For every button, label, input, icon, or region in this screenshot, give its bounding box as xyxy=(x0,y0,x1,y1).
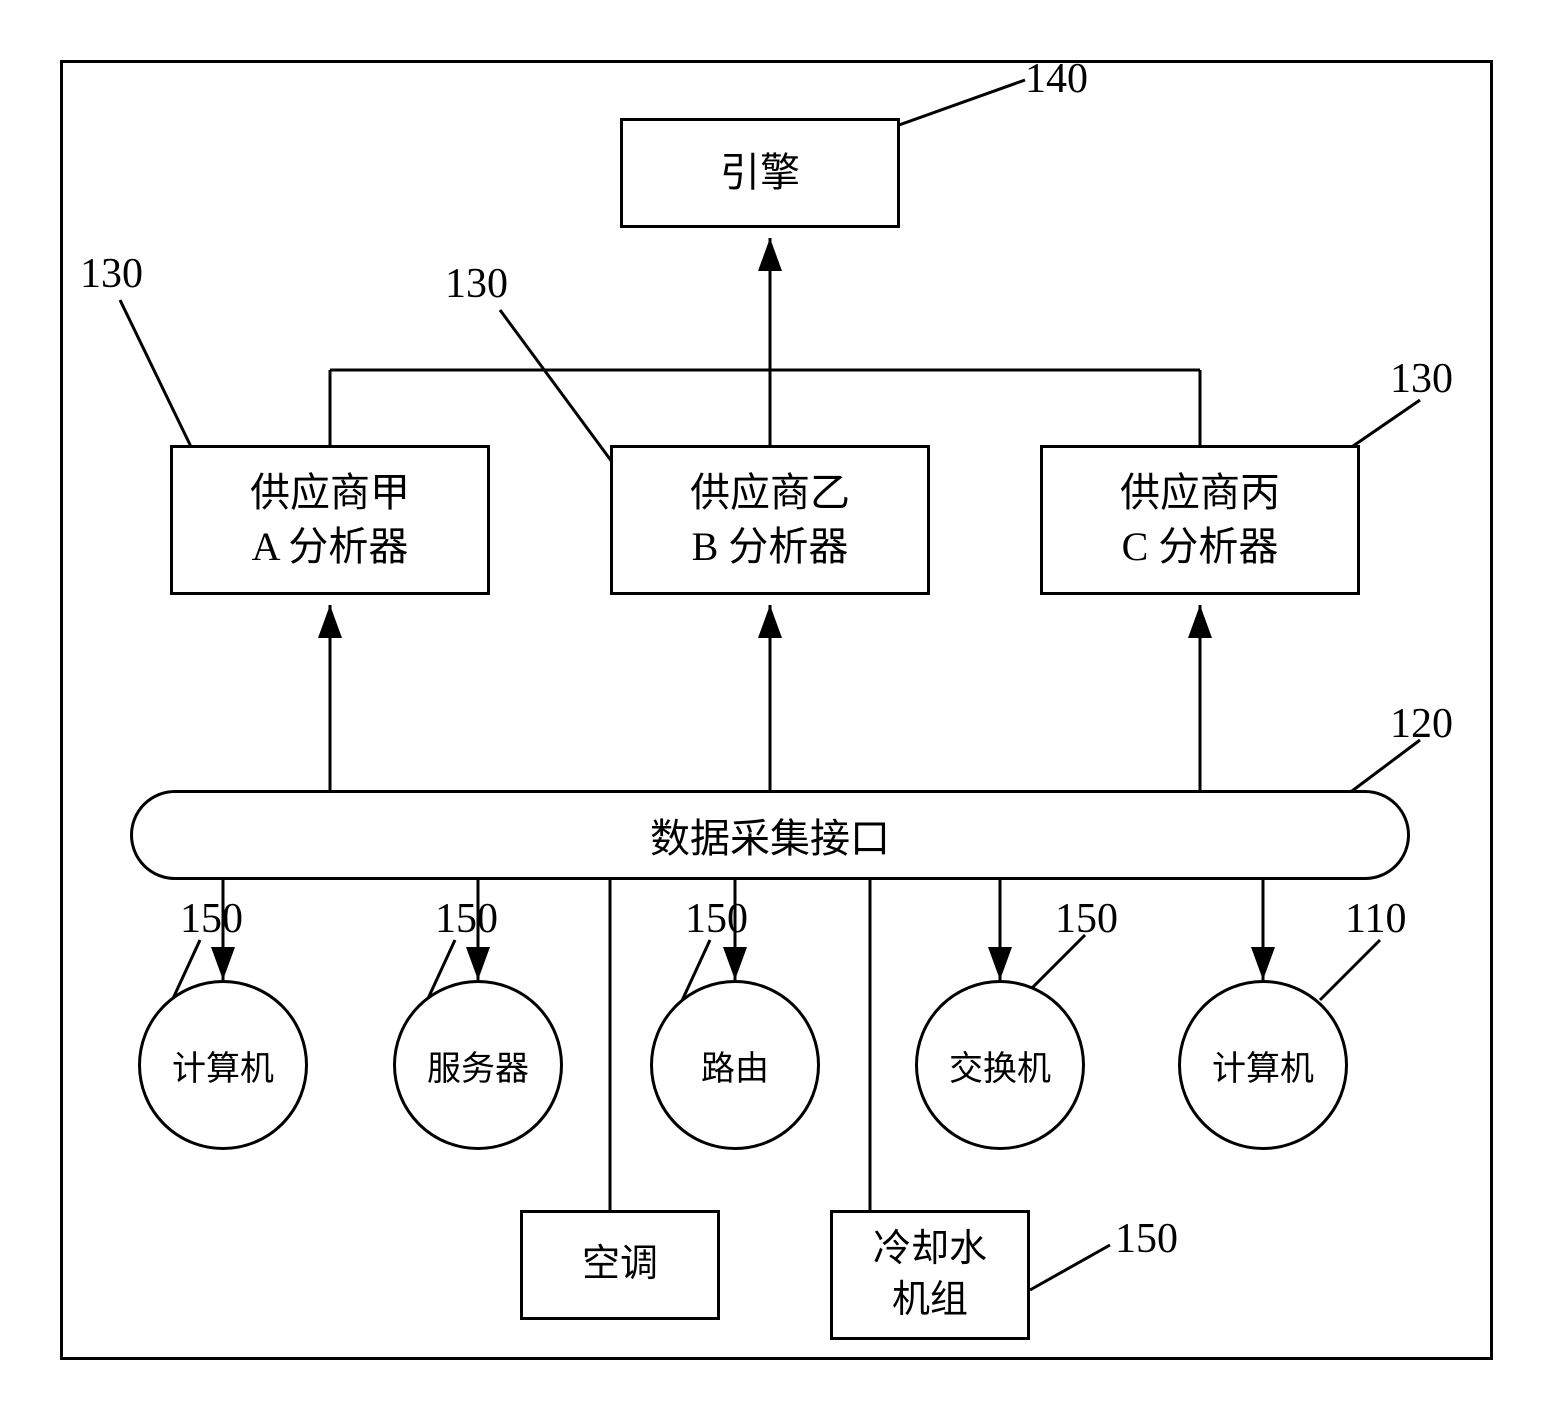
analyzer-c-text: 供应商丙 C 分析器 xyxy=(1120,466,1280,574)
analyzer-a-node: 供应商甲 A 分析器 xyxy=(170,445,490,595)
server-node: 服务器 xyxy=(393,980,563,1150)
chiller-line1: 冷却水 xyxy=(873,1228,987,1270)
engine-node: 引擎 xyxy=(620,118,900,228)
data-interface-node: 数据采集接口 xyxy=(130,790,1410,880)
callout-150-server: 150 xyxy=(435,895,498,943)
analyzer-a-text: 供应商甲 A 分析器 xyxy=(250,466,410,574)
switch-label: 交换机 xyxy=(949,1041,1051,1090)
chiller-node: 冷却水 机组 xyxy=(830,1210,1030,1340)
engine-label: 引擎 xyxy=(720,146,800,200)
callout-120: 120 xyxy=(1390,700,1453,748)
diagram-canvas: 引擎 供应商甲 A 分析器 供应商乙 B 分析器 供应商丙 C 分析器 数据采集… xyxy=(0,0,1553,1418)
data-interface-label: 数据采集接口 xyxy=(650,806,890,864)
chiller-text: 冷却水 机组 xyxy=(873,1224,987,1327)
analyzer-b-node: 供应商乙 B 分析器 xyxy=(610,445,930,595)
computer1-node: 计算机 xyxy=(138,980,308,1150)
switch-node: 交换机 xyxy=(915,980,1085,1150)
callout-150-switch: 150 xyxy=(1055,895,1118,943)
analyzer-a-line2: A 分析器 xyxy=(252,524,409,569)
callout-130-b: 130 xyxy=(445,260,508,308)
callout-130-a: 130 xyxy=(80,250,143,298)
computer2-label: 计算机 xyxy=(1212,1041,1314,1090)
server-label: 服务器 xyxy=(427,1041,529,1090)
analyzer-b-text: 供应商乙 B 分析器 xyxy=(690,466,850,574)
analyzer-c-line1: 供应商丙 xyxy=(1120,470,1280,515)
callout-130-c: 130 xyxy=(1390,355,1453,403)
analyzer-b-line2: B 分析器 xyxy=(692,524,849,569)
chiller-line2: 机组 xyxy=(892,1279,968,1321)
callout-150-router: 150 xyxy=(685,895,748,943)
callout-140: 140 xyxy=(1025,55,1088,103)
outer-frame xyxy=(60,60,1493,1360)
router-node: 路由 xyxy=(650,980,820,1150)
callout-110: 110 xyxy=(1345,895,1406,943)
analyzer-b-line1: 供应商乙 xyxy=(690,470,850,515)
router-label: 路由 xyxy=(701,1041,769,1090)
callout-150-chiller: 150 xyxy=(1115,1215,1178,1263)
aircon-node: 空调 xyxy=(520,1210,720,1320)
aircon-label: 空调 xyxy=(582,1239,658,1290)
analyzer-c-line2: C 分析器 xyxy=(1122,524,1279,569)
computer1-label: 计算机 xyxy=(172,1041,274,1090)
computer2-node: 计算机 xyxy=(1178,980,1348,1150)
callout-150-computer1: 150 xyxy=(180,895,243,943)
analyzer-c-node: 供应商丙 C 分析器 xyxy=(1040,445,1360,595)
analyzer-a-line1: 供应商甲 xyxy=(250,470,410,515)
